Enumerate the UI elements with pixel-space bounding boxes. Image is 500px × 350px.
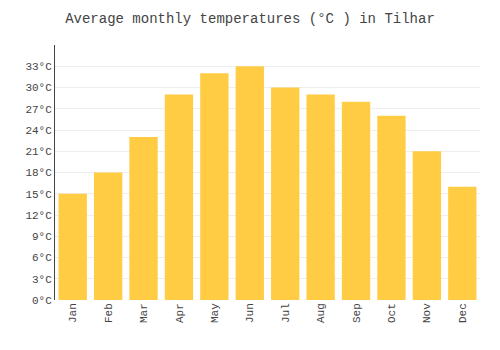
svg-text:3°C: 3°C [32,274,52,286]
svg-text:21°C: 21°C [25,146,52,158]
svg-text:Jan: Jan [67,303,79,323]
svg-text:Oct: Oct [386,303,398,323]
svg-text:15°C: 15°C [25,189,52,201]
svg-text:Sep: Sep [351,303,363,323]
svg-text:Dec: Dec [457,303,469,323]
svg-text:18°C: 18°C [25,167,52,179]
svg-text:33°C: 33°C [25,61,52,73]
svg-text:May: May [209,303,221,323]
svg-text:0°C: 0°C [32,295,52,307]
svg-text:Mar: Mar [138,303,150,323]
svg-text:6°C: 6°C [32,252,52,264]
svg-text:27°C: 27°C [25,104,52,116]
svg-text:Apr: Apr [174,303,186,323]
svg-text:12°C: 12°C [25,210,52,222]
svg-text:Feb: Feb [103,303,115,323]
svg-text:Jul: Jul [280,303,292,323]
svg-text:Nov: Nov [421,303,433,323]
svg-text:Aug: Aug [315,303,327,323]
svg-text:Average monthly temperatures (: Average monthly temperatures (°C ) in Ti… [65,11,435,27]
svg-text:30°C: 30°C [25,82,52,94]
svg-text:24°C: 24°C [25,125,52,137]
svg-text:Jun: Jun [244,303,256,323]
svg-text:9°C: 9°C [32,231,52,243]
